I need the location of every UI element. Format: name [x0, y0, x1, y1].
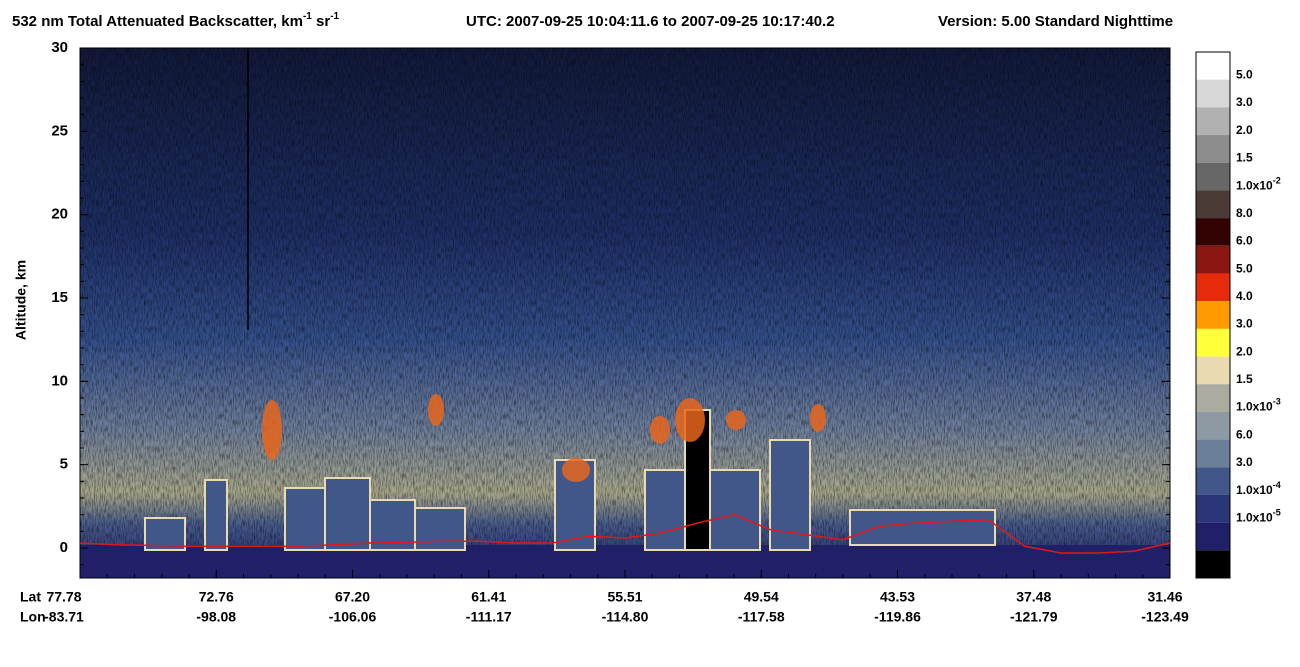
- curtain-image: [80, 48, 1170, 578]
- x-row-name: Lat: [20, 589, 41, 605]
- colorbar-label-text: 8.0: [1236, 206, 1253, 220]
- colorbar-label-text: 2.0: [1236, 123, 1253, 137]
- colorbar-swatch: [1196, 273, 1230, 302]
- colorbar-label: 5.0: [1236, 68, 1253, 82]
- y-tick-label: 0: [60, 539, 68, 556]
- colorbar-swatch: [1196, 301, 1230, 329]
- title-part: 532 nm Total Attenuated Backscatter, km: [12, 13, 303, 30]
- colorbar-swatch: [1196, 52, 1230, 80]
- x-tick-label: -98.08: [196, 609, 236, 625]
- colorbar-frame: [1195, 51, 1231, 579]
- colorbar-label-text: 1.5: [1236, 151, 1253, 165]
- colorbar-swatch: [1196, 135, 1230, 163]
- colorbar-swatch: [1196, 467, 1230, 495]
- colorbar-swatch: [1196, 356, 1230, 385]
- colorbar-label: 6.0: [1236, 234, 1253, 248]
- colorbar-label: 3.0: [1236, 95, 1253, 109]
- x-tick-label: 55.51: [607, 589, 642, 605]
- y-tick-label: 20: [51, 206, 68, 223]
- y-tick-label: 25: [51, 122, 68, 139]
- x-tick-label: 72.76: [199, 589, 234, 605]
- x-tick-label: 37.48: [1016, 589, 1051, 605]
- colorbar-label: 3.0: [1236, 317, 1253, 331]
- colorbar-label-sup: -5: [1273, 508, 1281, 518]
- colorbar-label-text: 1.0x10: [1236, 400, 1273, 414]
- colorbar-swatch: [1196, 328, 1230, 357]
- colorbar-label: 1.0x10-4: [1236, 480, 1281, 497]
- colorbar-label-text: 4.0: [1236, 289, 1253, 303]
- colorbar-label: 5.0: [1236, 261, 1253, 275]
- colorbar-label-sup: -4: [1273, 480, 1281, 490]
- colorbar-label-text: 3.0: [1236, 455, 1253, 469]
- colorbar-label-text: 3.0: [1236, 317, 1253, 331]
- colorbar-label-text: 3.0: [1236, 95, 1253, 109]
- colorbar-label-text: 6.0: [1236, 428, 1253, 442]
- colorbar-swatch: [1196, 162, 1230, 191]
- colorbar-swatch: [1196, 494, 1230, 523]
- colorbar-label: 1.5: [1236, 372, 1253, 386]
- x-tick-label: 49.54: [744, 589, 779, 605]
- x-tick-label: -121.79: [1010, 609, 1058, 625]
- x-tick-label: -117.58: [738, 609, 785, 625]
- y-tick-label: 30: [51, 39, 68, 56]
- colorbar-label-text: 1.5: [1236, 372, 1253, 386]
- colorbar-label-text: 2.0: [1236, 345, 1253, 359]
- y-tick-label: 10: [51, 372, 68, 389]
- colorbar-label: 1.0x10-3: [1236, 397, 1281, 414]
- colorbar-label: 3.0: [1236, 455, 1253, 469]
- colorbar-label-text: 6.0: [1236, 234, 1253, 248]
- x-tick-label: 61.41: [471, 589, 506, 605]
- colorbar-label: 1.0x10-2: [1236, 176, 1281, 193]
- x-tick-label: -119.86: [874, 609, 921, 625]
- colorbar-label-text: 1.0x10: [1236, 511, 1273, 525]
- title-part: -1: [303, 11, 312, 22]
- colorbar-swatch: [1196, 384, 1230, 412]
- title-part: sr: [312, 13, 331, 30]
- colorbar-label: 2.0: [1236, 345, 1253, 359]
- x-tick-label: -114.80: [602, 609, 649, 625]
- colorbar-label: 1.0x10-5: [1236, 508, 1281, 525]
- colorbar-label: 2.0: [1236, 123, 1253, 137]
- colorbar-label: 8.0: [1236, 206, 1253, 220]
- colorbar-swatch: [1196, 439, 1230, 468]
- x-tick-label: 31.46: [1147, 589, 1182, 605]
- title-part: -1: [330, 11, 339, 22]
- chart-title: 532 nm Total Attenuated Backscatter, km-…: [12, 11, 340, 30]
- x-tick-label: -123.49: [1141, 609, 1189, 625]
- utc-range: UTC: 2007-09-25 10:04:11.6 to 2007-09-25…: [466, 13, 835, 30]
- colorbar-label-text: 5.0: [1236, 68, 1253, 82]
- version: Version: 5.00 Standard Nighttime: [938, 13, 1173, 30]
- y-tick-label: 5: [60, 456, 68, 473]
- x-row-name: Lon: [20, 609, 46, 625]
- x-tick-label: 77.78: [46, 589, 81, 605]
- colorbar-swatch: [1196, 79, 1230, 108]
- colorbar-label-sup: -2: [1273, 176, 1281, 186]
- colorbar-swatch: [1196, 411, 1230, 440]
- colorbar-swatch: [1196, 245, 1230, 274]
- colorbar-swatch: [1196, 550, 1230, 578]
- x-tick-label: -106.06: [329, 609, 377, 625]
- colorbar-label-text: 5.0: [1236, 261, 1253, 275]
- colorbar-label: 1.5: [1236, 151, 1253, 165]
- x-tick-label: -83.71: [44, 609, 84, 625]
- x-tick-label: -111.17: [466, 609, 512, 625]
- surface-line: [79, 513, 1171, 554]
- colorbar-label: 6.0: [1236, 428, 1253, 442]
- y-tick-label: 15: [51, 289, 68, 306]
- colorbar-label-text: 1.0x10: [1236, 178, 1273, 192]
- colorbar-label: 4.0: [1236, 289, 1253, 303]
- x-tick-label: 67.20: [335, 589, 370, 605]
- colorbar-swatch: [1196, 107, 1230, 136]
- colorbar-swatch: [1196, 190, 1230, 219]
- colorbar-swatch: [1196, 522, 1230, 551]
- x-tick-label: 43.53: [880, 589, 915, 605]
- colorbar-label-text: 1.0x10: [1236, 483, 1273, 497]
- y-axis-label: Altitude, km: [13, 260, 29, 340]
- colorbar-swatch: [1196, 218, 1230, 246]
- colorbar-label-sup: -3: [1273, 397, 1281, 407]
